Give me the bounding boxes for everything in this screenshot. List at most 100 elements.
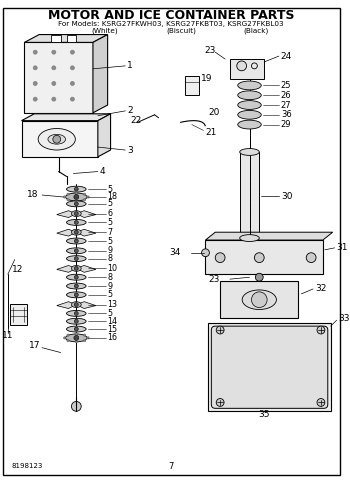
Circle shape — [74, 212, 78, 215]
Text: 33: 33 — [338, 314, 350, 323]
Circle shape — [52, 50, 56, 54]
Text: 8: 8 — [108, 254, 113, 263]
Ellipse shape — [66, 318, 86, 324]
Circle shape — [74, 249, 78, 253]
Circle shape — [74, 267, 78, 270]
Circle shape — [216, 398, 224, 406]
Bar — [208, 323, 331, 411]
Circle shape — [75, 192, 77, 194]
Circle shape — [74, 275, 78, 279]
Polygon shape — [25, 35, 108, 43]
Text: 1: 1 — [127, 61, 133, 71]
Ellipse shape — [71, 229, 81, 235]
Circle shape — [74, 293, 78, 297]
Polygon shape — [57, 266, 76, 272]
Ellipse shape — [65, 334, 87, 342]
Bar — [220, 281, 299, 318]
Ellipse shape — [66, 283, 86, 289]
Text: 27: 27 — [281, 100, 292, 110]
Circle shape — [63, 337, 66, 339]
Ellipse shape — [66, 256, 86, 262]
Text: 29: 29 — [281, 120, 291, 129]
Circle shape — [67, 334, 69, 336]
Circle shape — [67, 193, 69, 196]
Text: 4: 4 — [100, 167, 105, 176]
Polygon shape — [76, 266, 96, 272]
Text: 6: 6 — [108, 209, 113, 218]
Text: 26: 26 — [281, 91, 292, 99]
Circle shape — [33, 82, 37, 85]
Text: 5: 5 — [108, 185, 113, 194]
Circle shape — [306, 253, 316, 263]
Text: 12: 12 — [12, 265, 23, 274]
Circle shape — [74, 187, 78, 191]
Circle shape — [67, 199, 69, 201]
Polygon shape — [51, 35, 61, 43]
Ellipse shape — [65, 193, 87, 201]
Circle shape — [74, 256, 78, 261]
Text: 22: 22 — [130, 116, 141, 125]
Circle shape — [70, 66, 74, 70]
Polygon shape — [57, 211, 76, 217]
Text: (Biscuit): (Biscuit) — [166, 28, 196, 34]
Circle shape — [33, 50, 37, 54]
Circle shape — [53, 135, 61, 143]
Ellipse shape — [66, 248, 86, 254]
Text: 15: 15 — [108, 325, 118, 334]
Ellipse shape — [238, 81, 261, 90]
Ellipse shape — [66, 311, 86, 316]
Circle shape — [70, 82, 74, 85]
Text: 7: 7 — [108, 227, 113, 237]
Text: 9: 9 — [108, 246, 113, 256]
Ellipse shape — [66, 326, 86, 332]
Ellipse shape — [238, 111, 261, 119]
Circle shape — [87, 337, 89, 339]
Ellipse shape — [66, 292, 86, 298]
Text: 31: 31 — [337, 243, 348, 252]
Text: 5: 5 — [108, 237, 113, 245]
Text: 13: 13 — [108, 300, 118, 309]
Polygon shape — [93, 35, 108, 113]
Text: 36: 36 — [281, 110, 292, 119]
Ellipse shape — [38, 128, 75, 150]
FancyBboxPatch shape — [211, 326, 328, 408]
Text: 5: 5 — [108, 218, 113, 227]
Ellipse shape — [238, 91, 261, 99]
Circle shape — [52, 66, 56, 70]
Bar — [185, 76, 198, 95]
Circle shape — [71, 401, 81, 411]
Polygon shape — [25, 43, 93, 113]
Circle shape — [202, 249, 209, 256]
Circle shape — [33, 97, 37, 101]
Ellipse shape — [240, 235, 259, 242]
Ellipse shape — [238, 100, 261, 110]
Text: 5: 5 — [108, 309, 113, 318]
Circle shape — [83, 334, 86, 336]
Ellipse shape — [71, 211, 81, 216]
Circle shape — [70, 97, 74, 101]
Circle shape — [256, 273, 263, 281]
Circle shape — [75, 341, 77, 343]
Circle shape — [70, 50, 74, 54]
Text: 23: 23 — [209, 275, 220, 284]
Text: 34: 34 — [170, 248, 181, 257]
Text: 10: 10 — [108, 264, 118, 273]
Circle shape — [237, 61, 246, 71]
Circle shape — [74, 202, 78, 206]
Bar — [10, 304, 27, 325]
Polygon shape — [22, 121, 98, 157]
Text: MOTOR AND ICE CONTAINER PARTS: MOTOR AND ICE CONTAINER PARTS — [48, 10, 294, 23]
Circle shape — [83, 193, 86, 196]
Text: 18: 18 — [27, 189, 39, 199]
Ellipse shape — [48, 134, 65, 144]
Polygon shape — [22, 114, 111, 121]
Ellipse shape — [66, 186, 86, 192]
Ellipse shape — [240, 149, 259, 156]
Text: 2: 2 — [127, 106, 133, 115]
Ellipse shape — [242, 290, 276, 310]
Polygon shape — [230, 59, 264, 79]
Circle shape — [83, 340, 86, 342]
Circle shape — [251, 292, 267, 308]
Text: 8198123: 8198123 — [12, 463, 43, 469]
Ellipse shape — [66, 238, 86, 244]
